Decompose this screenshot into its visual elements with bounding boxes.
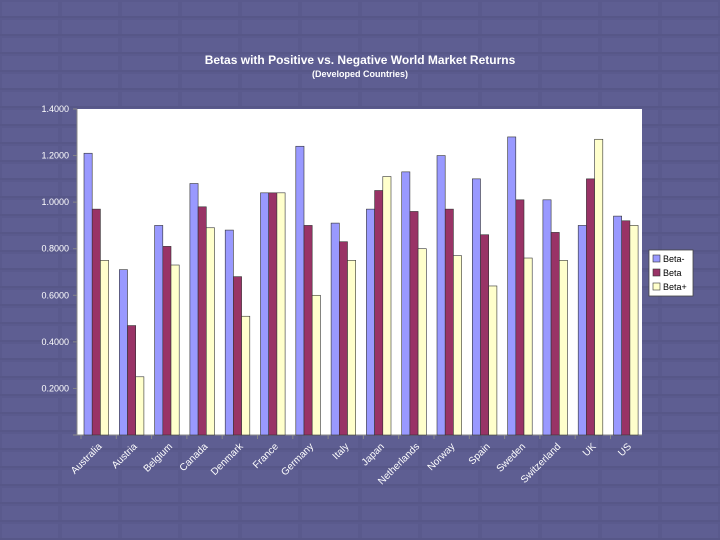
bar-beta--denmark [241,315,251,436]
bar-beta-norway [444,208,454,436]
bar-beta--switzerland [542,199,552,436]
bar-beta-sweden [515,199,525,436]
bar-beta-japan [374,190,384,436]
y-tick-label: 0.4000 [41,337,69,347]
bar-beta--australia [100,260,109,436]
bar-beta-italy [338,241,348,436]
bar-beta--belgium [170,264,180,436]
legend-label: Beta- [663,254,685,264]
y-tick-label: 0.2000 [41,383,69,393]
bar-beta--austria [135,376,145,436]
x-tick-label-uk: UK [581,441,599,459]
bar-beta-denmark [233,276,242,436]
bar-beta--norway [436,155,446,436]
legend-label: Beta+ [663,282,687,292]
bar-beta-spain [480,234,489,436]
bar-beta--netherlands [401,171,411,436]
y-tick-label: 1.0000 [41,197,69,207]
y-tick-label: 1.4000 [41,104,69,114]
bar-beta-austria [127,325,136,436]
bar-beta--austria [119,269,128,436]
bar-beta--italy [347,260,356,436]
legend-label: Beta [663,268,682,278]
bar-beta--norway [453,255,462,436]
legend-swatch [652,268,661,277]
bar-beta--uk [594,138,604,436]
bar-beta--australia [83,152,93,436]
bar-beta--germany [311,294,321,436]
legend-swatch [652,254,661,263]
bar-beta-us [621,220,631,436]
bar-beta-canada [197,206,207,436]
x-tick-label-spain: Spain [467,441,493,467]
bar-beta--netherlands [417,248,427,436]
y-tick-label: 0.6000 [41,290,69,300]
x-tick-label-austria: Austria [110,441,140,471]
bar-beta--us [629,225,639,436]
legend-swatch [652,282,661,291]
x-tick-label-us: US [616,441,634,459]
bar-beta--canada [189,183,199,436]
bar-beta--japan [382,176,392,436]
x-tick-label-italy: Italy [331,441,352,462]
bar-beta-australia [91,208,101,436]
bar-beta--france [276,192,286,436]
bar-beta--sweden [523,257,533,436]
x-tick-label-canada: Canada [178,441,211,474]
x-tick-label-sweden: Sweden [495,441,528,474]
bar-beta-germany [303,225,313,436]
bar-beta--japan [366,208,375,436]
chart-subtitle: (Developed Countries) [311,69,408,79]
x-tick-label-norway: Norway [426,441,458,473]
y-tick-label: 1.2000 [41,151,69,161]
bar-beta--canada [206,227,215,436]
bar-beta-belgium [162,246,172,436]
x-tick-label-denmark: Denmark [209,441,246,478]
x-tick-label-australia: Australia [69,441,105,477]
bar-beta-france [268,192,278,436]
bar-beta--us [613,215,622,436]
bar-beta--france [260,192,269,436]
bar-beta-netherlands [409,211,419,436]
x-tick-label-belgium: Belgium [142,441,175,474]
bar-beta--uk [577,225,587,436]
bar-beta-uk [586,178,595,436]
bar-beta--belgium [154,225,164,436]
bar-beta--italy [330,222,340,436]
bar-beta--denmark [224,229,234,436]
bar-beta--switzerland [558,260,568,436]
chart-title: Betas with Positive vs. Negative World M… [204,53,516,67]
x-tick-label-germany: Germany [279,441,316,478]
bar-beta--spain [488,285,498,436]
x-tick-label-japan: Japan [360,441,387,468]
x-tick-label-france: France [251,441,281,471]
y-tick-label: 0.8000 [41,244,69,254]
bar-beta-switzerland [550,232,560,436]
bar-beta--sweden [507,136,517,436]
bar-beta--spain [471,178,481,436]
bar-beta--germany [295,145,305,436]
